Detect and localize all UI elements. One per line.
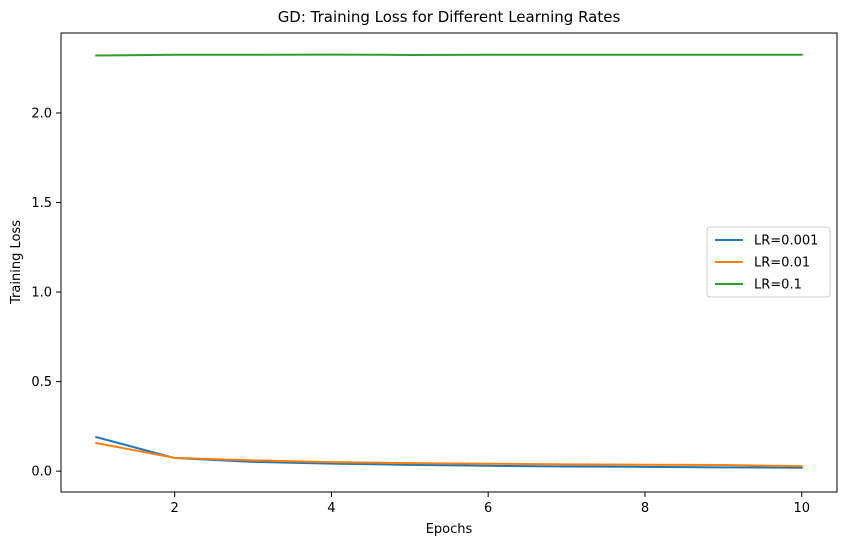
series-line-3 (95, 53, 803, 57)
y-axis-title: Training Loss (9, 220, 24, 305)
y-tick-label: 1.5 (31, 196, 52, 211)
y-tick-label: 0.0 (31, 465, 52, 480)
chart-title: GD: Training Loss for Different Learning… (278, 8, 621, 26)
legend: LR=0.001 LR=0.01 LR=0.1 (706, 226, 831, 298)
series-line-2 (95, 441, 803, 468)
legend-label: LR=0.01 (754, 256, 810, 271)
x-tick-label: 2 (171, 501, 179, 516)
legend-label: LR=0.001 (754, 234, 818, 249)
x-axis-title: Epochs (426, 522, 473, 537)
axes-frame (60, 32, 838, 493)
plot-area: 2 4 6 8 10 0.0 0.5 1.0 1.5 2.0 (31, 32, 838, 516)
legend-label: LR=0.1 (754, 278, 802, 293)
x-tick-label: 8 (641, 501, 649, 516)
x-tick-label: 6 (484, 501, 492, 516)
x-tick-label: 10 (793, 501, 810, 516)
y-tick-label: 1.0 (31, 286, 52, 301)
x-tick-label: 4 (327, 501, 335, 516)
y-tick-label: 0.5 (31, 375, 52, 390)
y-tick-label: 2.0 (31, 106, 52, 121)
legend-box (706, 226, 831, 298)
